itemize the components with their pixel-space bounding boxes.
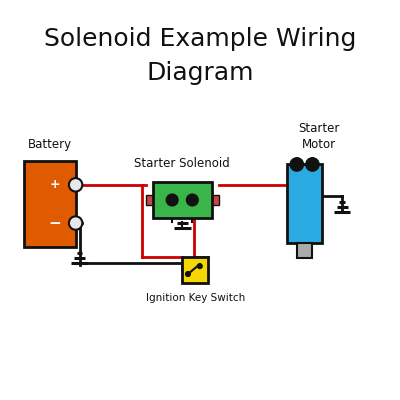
Circle shape bbox=[69, 216, 82, 230]
Circle shape bbox=[187, 194, 198, 206]
Circle shape bbox=[186, 272, 190, 276]
Text: Battery: Battery bbox=[28, 138, 72, 151]
Bar bbox=[287, 164, 322, 244]
Circle shape bbox=[167, 194, 178, 206]
Circle shape bbox=[198, 264, 202, 268]
Text: −: − bbox=[49, 216, 62, 230]
Text: Ignition Key Switch: Ignition Key Switch bbox=[146, 293, 245, 303]
Text: Solenoid Example Wiring
Diagram: Solenoid Example Wiring Diagram bbox=[44, 27, 356, 85]
Bar bbox=[146, 195, 153, 205]
Bar bbox=[212, 195, 219, 205]
Bar bbox=[24, 160, 76, 247]
Bar bbox=[182, 257, 208, 283]
Circle shape bbox=[306, 158, 319, 171]
Text: Starter Solenoid: Starter Solenoid bbox=[134, 157, 230, 170]
Circle shape bbox=[290, 158, 303, 171]
Circle shape bbox=[69, 178, 82, 192]
Bar bbox=[153, 182, 212, 218]
Text: +: + bbox=[50, 178, 60, 191]
Bar bbox=[297, 244, 312, 258]
Text: Starter
Motor: Starter Motor bbox=[298, 122, 339, 151]
